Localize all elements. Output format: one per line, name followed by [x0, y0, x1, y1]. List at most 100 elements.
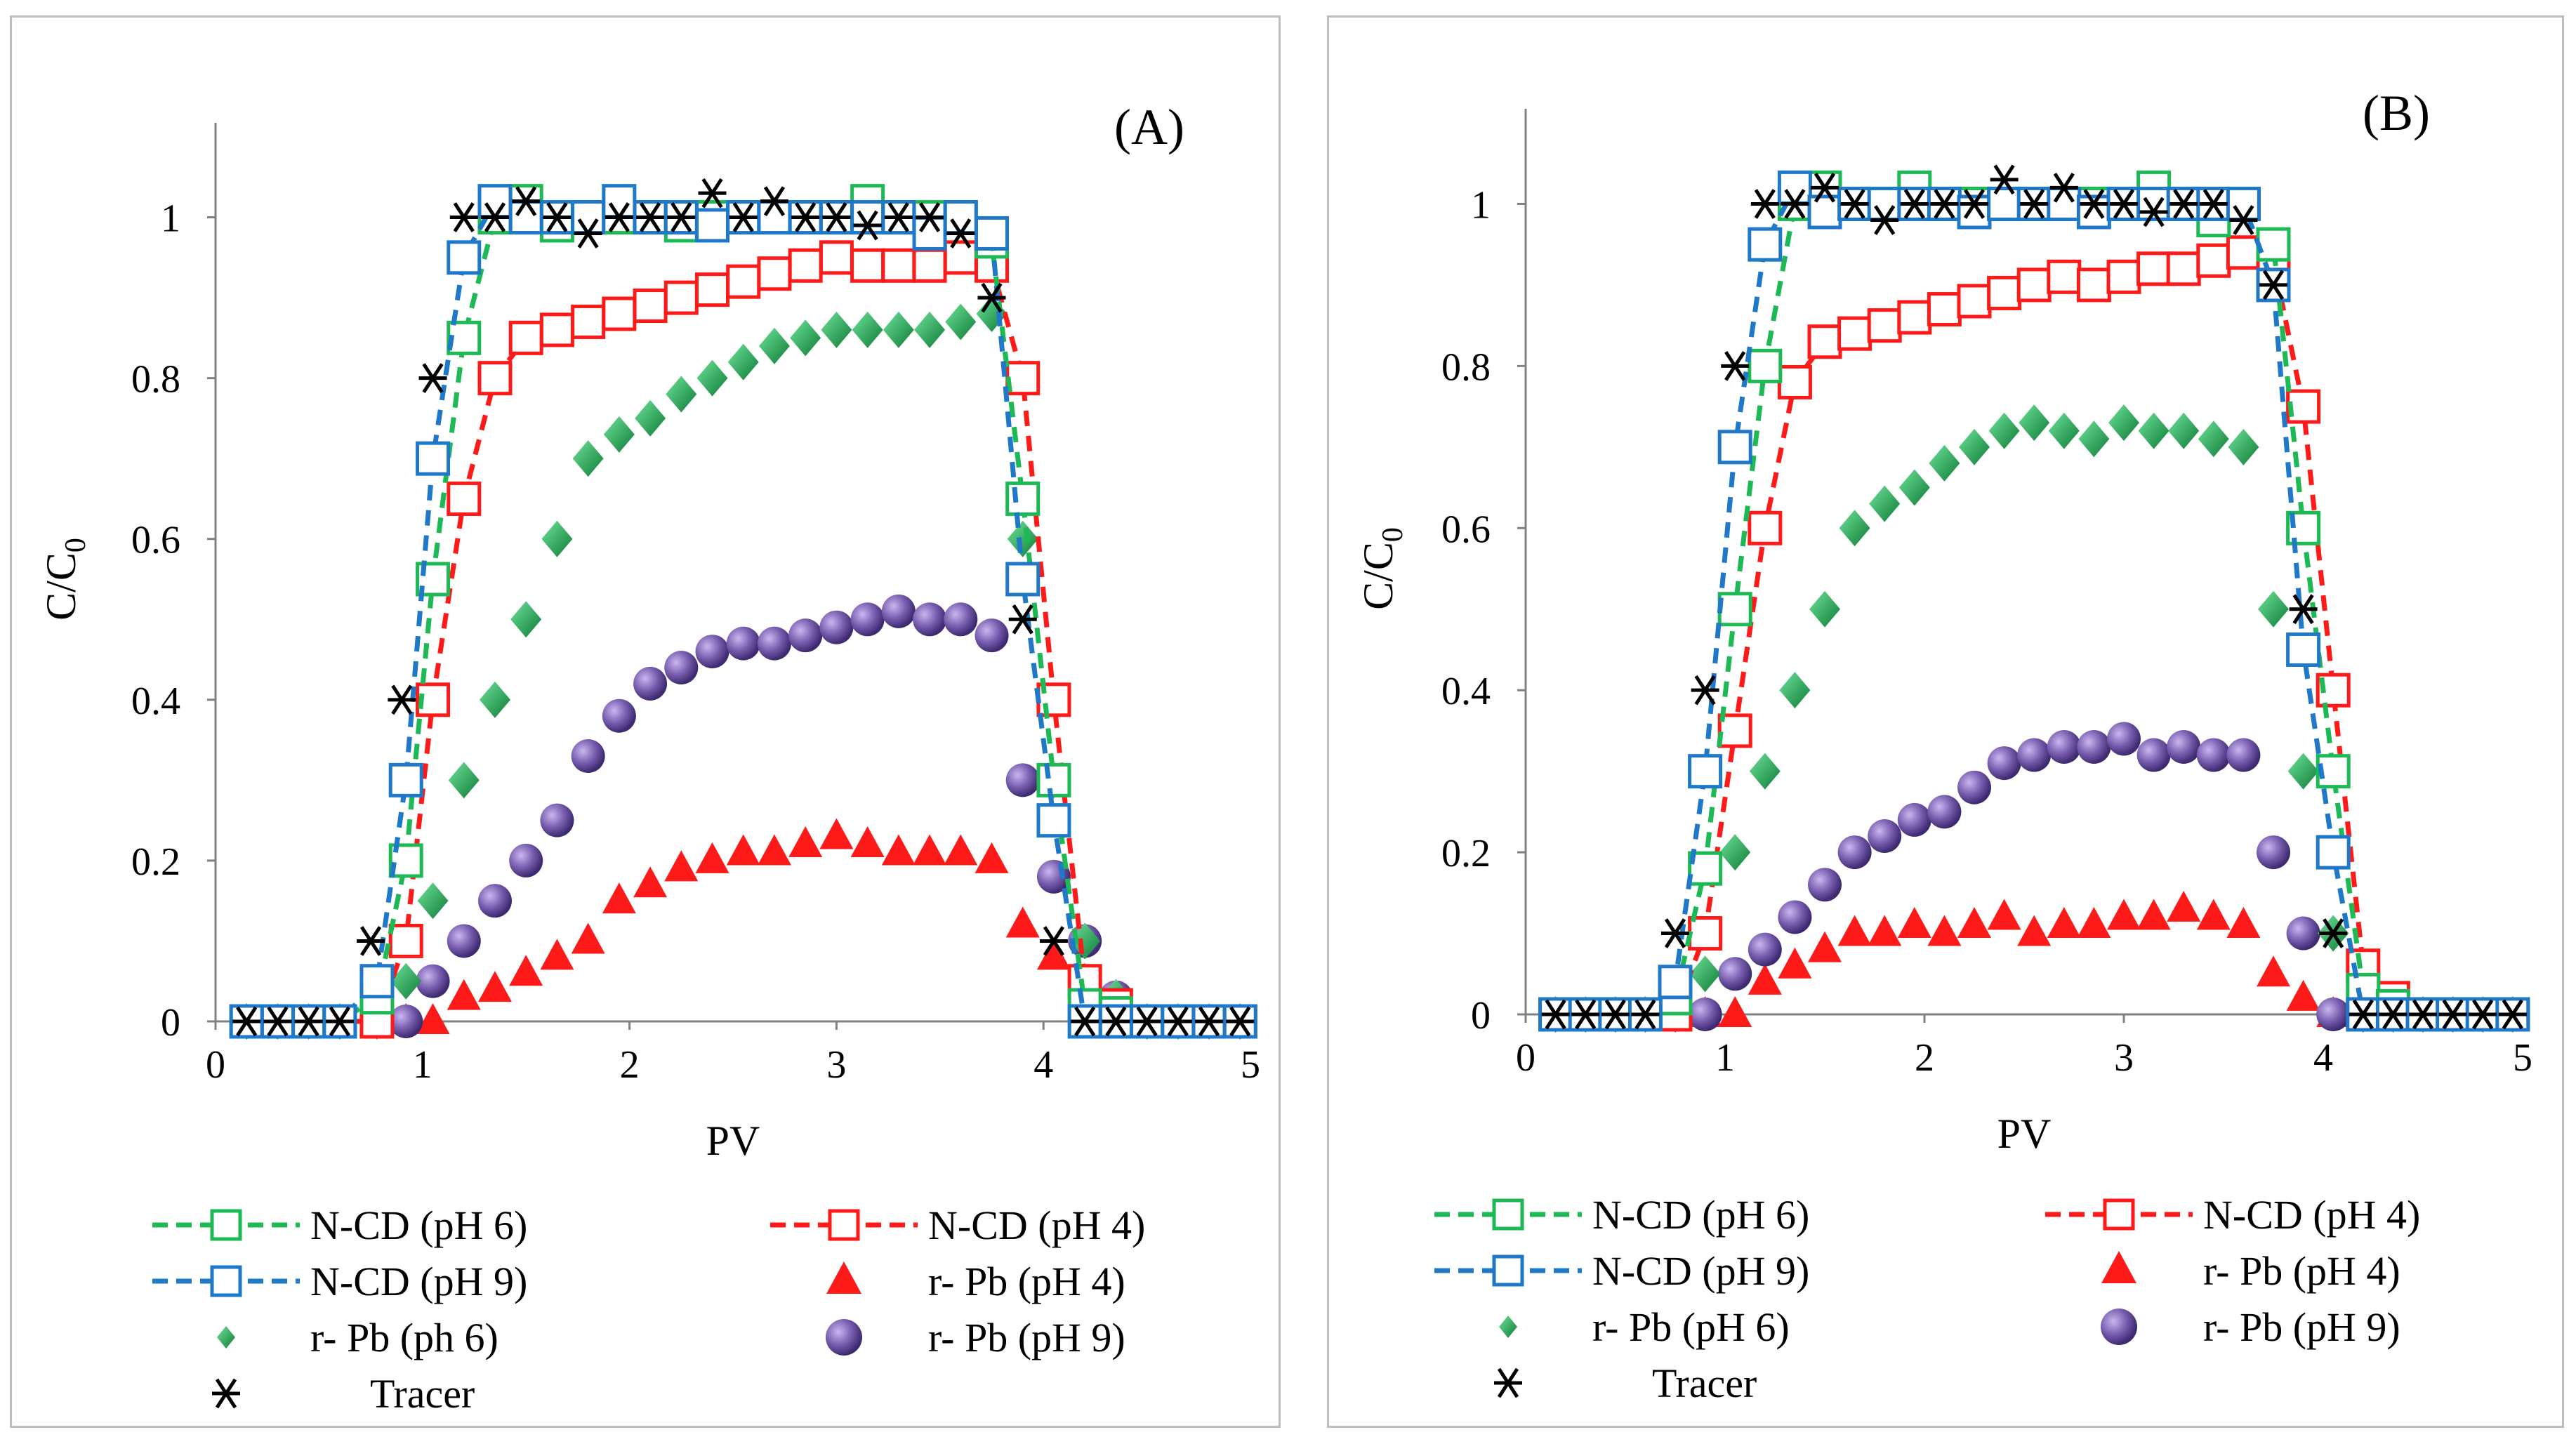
data-point: [1868, 915, 1902, 946]
y-tick-label: 1: [1471, 183, 1491, 227]
data-point: [1987, 186, 2022, 221]
asterisk-stroke: [1229, 1006, 1251, 1037]
y-title-main: C/C: [38, 552, 84, 621]
data-point: [944, 834, 978, 866]
asterisk-stroke: [1167, 1006, 1189, 1037]
data-point: [602, 882, 636, 914]
data-point: [1868, 819, 1902, 853]
data-point: [1005, 906, 1040, 938]
legend-entry: N-CD (pH 4): [770, 1203, 1145, 1248]
y-tick-label: 0.6: [131, 519, 180, 562]
asterisk-stroke: [515, 186, 537, 216]
data-point: [571, 304, 606, 339]
legend-square: [1492, 1254, 1524, 1287]
data-point: [2199, 189, 2228, 219]
asterisk-stroke: [826, 202, 847, 232]
y-title-sub: 0: [60, 538, 92, 552]
asterisk-stroke: [1963, 189, 1986, 219]
data-point: [477, 361, 513, 396]
data-point: [977, 282, 1006, 313]
data-point: [2289, 594, 2318, 625]
data-point: [1717, 592, 1752, 627]
data-point: [508, 320, 543, 355]
asterisk-stroke: [267, 1006, 289, 1037]
data-point: [2017, 738, 2052, 772]
data-point: [1688, 916, 1723, 951]
legend-square: [210, 1209, 242, 1241]
data-point: [479, 681, 510, 718]
data-point: [602, 184, 637, 219]
data-point: [447, 924, 481, 958]
data-point: [2168, 412, 2200, 449]
data-point: [359, 964, 395, 999]
data-point: [2167, 730, 2201, 764]
data-point: [757, 200, 792, 235]
data-point: [757, 256, 792, 291]
data-point: [2316, 998, 2351, 1031]
asterisk-stroke: [918, 202, 941, 232]
legend-triangle: [826, 1261, 861, 1294]
asterisk-stroke: [422, 363, 444, 393]
asterisk-stroke: [1784, 189, 1806, 219]
asterisk-stroke: [1604, 999, 1626, 1030]
series-line: [246, 197, 1241, 1024]
data-point: [791, 202, 820, 232]
data-point: [2017, 915, 2052, 946]
data-point: [2349, 999, 2377, 1030]
data-point: [263, 1006, 292, 1037]
data-point: [1688, 851, 1723, 886]
data-point: [1748, 963, 1782, 995]
x-axis-title: PV: [1997, 1111, 2052, 1157]
data-point: [1688, 998, 1722, 1031]
asterisk-stroke: [701, 178, 723, 208]
data-point: [294, 1006, 323, 1037]
data-point: [1005, 763, 1040, 797]
data-point: [2256, 227, 2291, 262]
legend-label: r- Pb (pH 4): [928, 1259, 1125, 1304]
asterisk-stroke: [795, 202, 817, 232]
data-point: [975, 842, 1009, 873]
data-point: [1777, 170, 1812, 205]
data-point: [943, 240, 978, 275]
asterisk-stroke: [1694, 675, 1716, 706]
data-point: [819, 610, 854, 644]
legend-asterisk: [212, 1378, 240, 1409]
legend-sphere: [2101, 1309, 2137, 1345]
data-point: [946, 218, 975, 249]
series-n-cd-ph-6-: [229, 184, 1257, 1039]
data-point: [2198, 420, 2229, 458]
asterisk-stroke: [1814, 173, 1836, 203]
asterisk-stroke: [608, 202, 630, 232]
data-point: [757, 626, 791, 661]
y-title-sub: 0: [1377, 527, 1409, 542]
data-point: [850, 826, 885, 857]
data-point: [1988, 412, 2020, 449]
data-point: [2286, 389, 2321, 424]
data-point: [1809, 590, 1840, 628]
data-point: [760, 186, 788, 216]
data-point: [913, 602, 947, 637]
data-point: [447, 481, 482, 516]
asterisk-stroke: [453, 202, 475, 232]
data-point: [2077, 907, 2111, 938]
data-point: [2287, 753, 2319, 790]
data-point: [2077, 730, 2111, 764]
data-point: [1195, 1006, 1224, 1037]
data-point: [1927, 795, 1962, 829]
y-axis-title: C/C0: [1355, 527, 1409, 610]
asterisk-stroke: [2023, 189, 2045, 219]
data-point: [2047, 259, 2082, 294]
data-point: [884, 202, 913, 232]
data-point: [1779, 672, 1811, 709]
data-point: [2136, 251, 2172, 286]
data-point: [1990, 164, 2019, 195]
data-point: [540, 939, 574, 970]
data-point: [1929, 444, 1960, 482]
asterisk-stroke: [2412, 999, 2434, 1030]
data-point: [757, 834, 791, 866]
data-point: [539, 312, 574, 347]
data-point: [850, 602, 885, 637]
data-point: [1957, 907, 1991, 938]
asterisk-stroke: [639, 202, 661, 232]
data-point: [1601, 999, 1630, 1030]
